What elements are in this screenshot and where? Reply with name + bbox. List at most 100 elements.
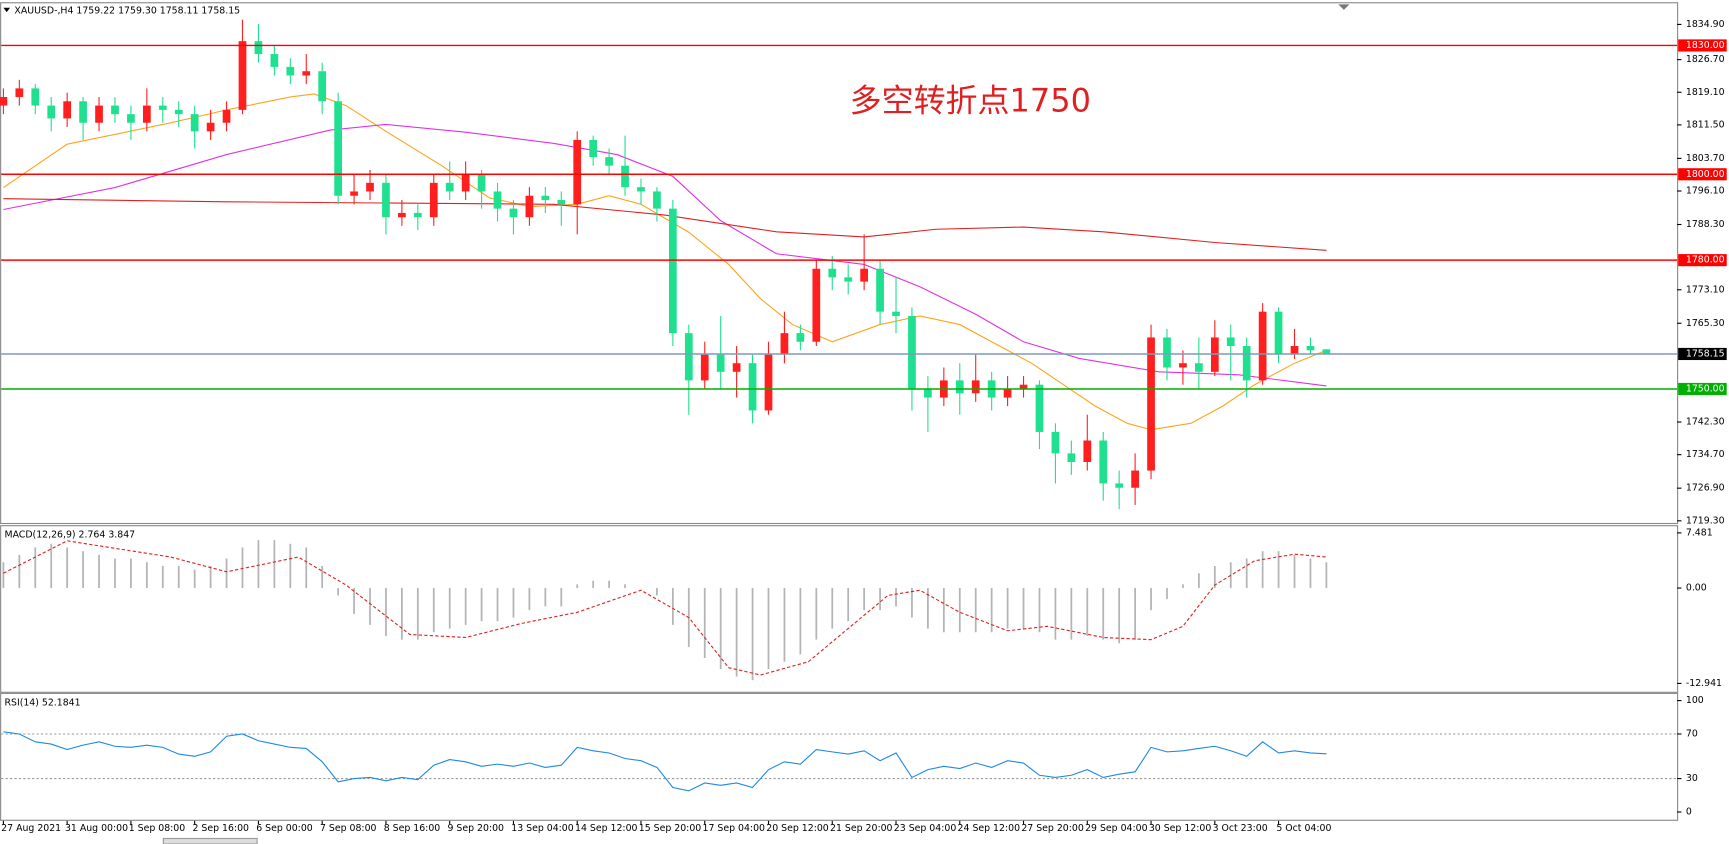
level-label-box [1678,382,1727,396]
y-tick-label: 1811.50 [1686,119,1725,130]
x-tick-label: 6 Sep 00:00 [256,823,313,834]
level-label: 1780.00 [1686,255,1725,266]
moving-average [3,123,1327,387]
candle-body [31,88,40,106]
candle-body [398,212,406,218]
candle-body [796,333,805,342]
candle-body [780,333,789,355]
x-tick-label: 27 Aug 2021 [1,823,61,834]
x-tick-label: 2 Sep 16:00 [192,823,249,834]
candle-body [637,187,645,192]
candle-body [1035,384,1044,432]
candle-body [1051,431,1060,454]
candle-body [142,105,151,123]
y-tick-label: 0 [1686,807,1692,818]
x-tick-label: 3 Oct 23:00 [1213,823,1268,834]
candle-body [1242,346,1251,381]
menu-arrow[interactable] [3,7,11,13]
candle-body [286,66,295,76]
candle-body [302,71,311,76]
y-tick-label: 0.00 [1686,583,1707,594]
candle-body [111,105,119,115]
candle-body [1274,311,1283,355]
x-tick-label: 27 Sep 20:00 [1021,823,1084,834]
level-label: 1750.00 [1686,383,1725,394]
level-label: 1758.15 [1686,348,1725,359]
candle-body [0,96,8,106]
candle-body [190,114,199,132]
scrollbar[interactable] [162,837,258,844]
candle-body [1131,470,1139,488]
candle-body [1322,349,1331,354]
macd-signal [3,540,1327,676]
candle-body [621,165,629,188]
candle-body [79,101,87,123]
level-label: 1800.00 [1686,169,1725,180]
candle-body [1195,363,1203,372]
candle-body [493,191,502,209]
candle-body [461,174,470,192]
x-tick-label: 1 Sep 08:00 [129,823,186,834]
y-tick-label: -12.941 [1686,678,1722,689]
y-tick-label: 1773.10 [1686,284,1725,295]
x-tick-label: 15 Sep 20:00 [639,823,702,834]
candle-body [413,212,422,218]
candle-body [429,182,438,218]
level-label: 1830.00 [1686,40,1725,51]
x-tick-label: 20 Sep 12:00 [766,823,829,834]
candle-body [270,54,279,67]
candle-body [1019,384,1028,389]
candle-body [828,268,837,278]
y-tick-label: 100 [1686,695,1704,706]
x-tick-label: 5 Oct 04:00 [1276,823,1331,834]
candle-body [669,208,677,334]
candle-body [206,122,215,132]
candle-body [573,139,582,205]
candle-body [158,105,167,110]
rsi-line [3,731,1327,792]
candle-body [557,200,566,205]
y-tick-label: 7.481 [1686,527,1713,538]
candle-body [1306,346,1315,351]
candle-body [653,191,661,209]
y-tick-label: 70 [1686,729,1698,740]
candle-body [1067,453,1076,462]
candle-body [127,114,135,123]
macd-panel [0,525,1679,693]
candle-body [318,71,327,102]
candle-body [812,268,821,342]
candle-body [1258,311,1267,381]
candle-body [334,101,342,196]
candle-body [1147,337,1155,471]
candle-body [174,109,183,115]
level-label-box [1678,347,1727,361]
y-tick-label: 1719.30 [1686,515,1725,526]
candle-body [844,277,853,282]
candle-body [445,182,454,192]
x-tick-label: 21 Sep 20:00 [830,823,893,834]
candle-body [605,157,613,166]
candle-body [1179,363,1187,368]
level-label-box [1678,39,1727,52]
y-tick-label: 1788.30 [1686,219,1725,230]
level-label-box [1678,168,1727,181]
candle-body [924,388,932,398]
y-tick-label: 1726.90 [1686,483,1725,494]
candle-body [509,208,518,218]
y-tick-label: 1826.70 [1686,54,1725,65]
x-tick-label: 7 Sep 08:00 [320,823,377,834]
y-tick-label: 30 [1686,773,1698,784]
candle-body [1290,346,1299,355]
chart-title: XAUUSD-,H4 1759.22 1759.30 1758.11 1758.… [14,6,240,17]
candle-body [589,139,598,158]
y-tick-label: 1796.10 [1686,186,1725,197]
candle-body [366,182,374,192]
candle-body [1226,337,1235,347]
candle-body [541,195,550,201]
candle-body [254,41,263,55]
candle-body [350,191,358,196]
indicator-title: RSI(14) 52.1841 [5,697,81,708]
